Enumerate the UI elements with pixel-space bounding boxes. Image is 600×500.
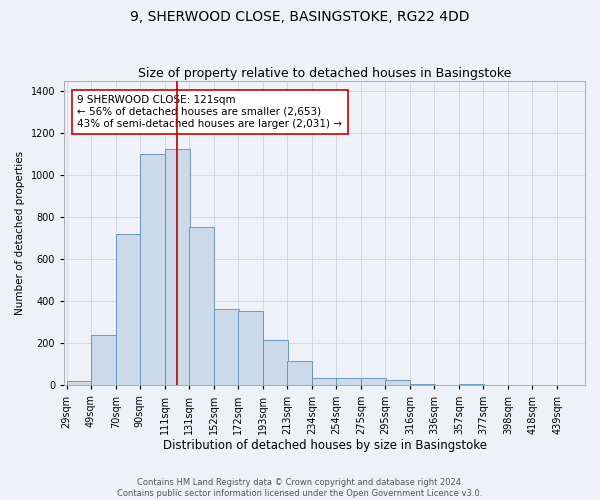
Bar xyxy=(361,378,386,386)
Title: Size of property relative to detached houses in Basingstoke: Size of property relative to detached ho… xyxy=(138,66,511,80)
Bar xyxy=(140,154,165,386)
Bar xyxy=(459,384,484,386)
Bar xyxy=(312,378,337,386)
Bar xyxy=(67,381,92,386)
Text: Contains HM Land Registry data © Crown copyright and database right 2024.
Contai: Contains HM Land Registry data © Crown c… xyxy=(118,478,482,498)
Bar xyxy=(214,308,239,386)
Bar xyxy=(287,361,312,386)
Bar xyxy=(410,384,436,386)
Bar xyxy=(336,378,361,386)
Bar xyxy=(116,234,141,386)
Bar xyxy=(263,340,288,386)
Y-axis label: Number of detached properties: Number of detached properties xyxy=(15,151,25,315)
Bar xyxy=(189,226,214,386)
X-axis label: Distribution of detached houses by size in Basingstoke: Distribution of detached houses by size … xyxy=(163,440,487,452)
Bar xyxy=(91,335,116,386)
Bar xyxy=(238,311,263,386)
Text: 9 SHERWOOD CLOSE: 121sqm
← 56% of detached houses are smaller (2,653)
43% of sem: 9 SHERWOOD CLOSE: 121sqm ← 56% of detach… xyxy=(77,96,343,128)
Bar xyxy=(385,380,410,386)
Bar xyxy=(165,149,190,386)
Text: 9, SHERWOOD CLOSE, BASINGSTOKE, RG22 4DD: 9, SHERWOOD CLOSE, BASINGSTOKE, RG22 4DD xyxy=(130,10,470,24)
